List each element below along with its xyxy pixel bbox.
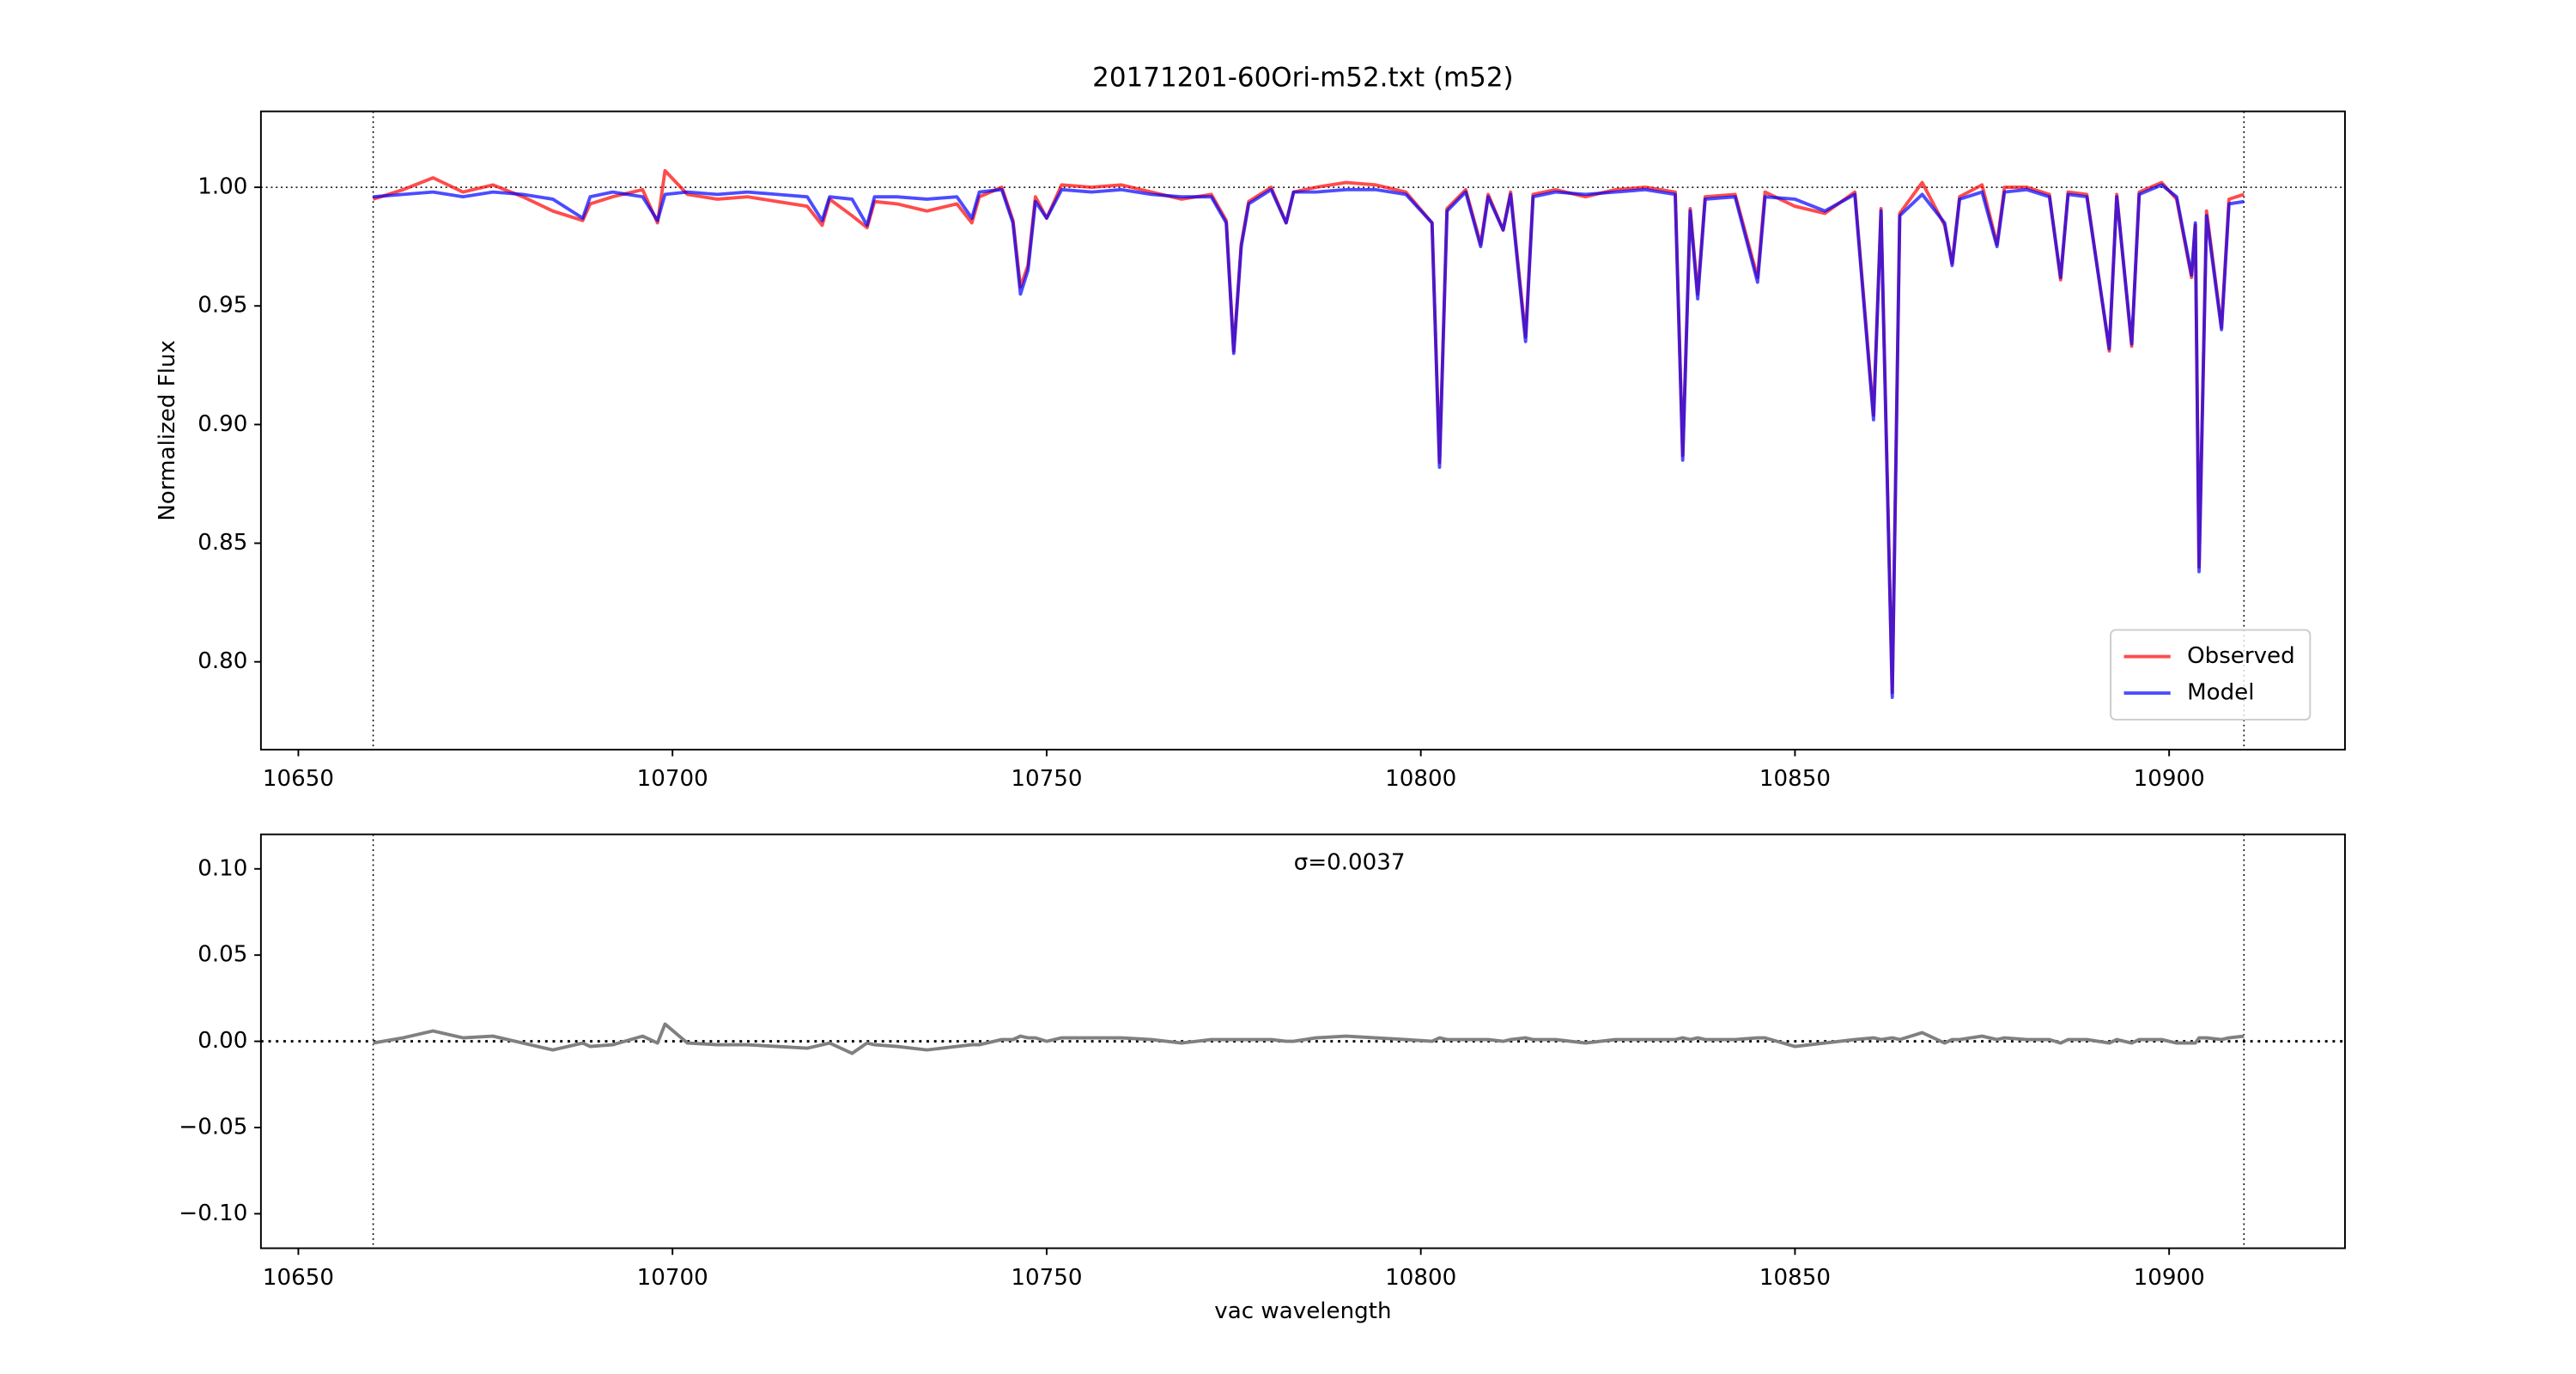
y-tick-label: 0.90 <box>197 411 247 437</box>
y-tick-label: 0.85 <box>197 530 247 556</box>
axes-frame <box>259 110 2346 751</box>
x-tick-label: 10650 <box>263 1265 334 1291</box>
data-line <box>373 1022 2245 1055</box>
y-tick-label: 0.80 <box>197 648 247 674</box>
data-line <box>373 183 2245 700</box>
x-tick-label: 10800 <box>1385 1265 1456 1291</box>
y-axis-label: Normalized Flux <box>155 340 180 521</box>
y-tick-label: −0.10 <box>179 1201 247 1226</box>
x-tick-label: 10900 <box>2134 1265 2205 1291</box>
plot-area <box>260 834 2345 1249</box>
y-tick-label: −0.05 <box>179 1114 247 1140</box>
y-tick-label: 0.05 <box>197 942 247 968</box>
legend-box <box>2110 629 2312 721</box>
y-tick-label: 0.00 <box>197 1028 247 1054</box>
legend-label: Observed <box>2187 643 2295 669</box>
x-tick-label: 10750 <box>1011 1265 1082 1291</box>
x-tick-label: 10700 <box>637 1265 708 1291</box>
x-tick-label: 10800 <box>1385 766 1456 792</box>
y-tick-label: 0.10 <box>197 855 247 881</box>
x-tick-label: 10900 <box>2134 766 2205 792</box>
legend-label: Model <box>2187 680 2254 706</box>
x-axis-label: vac wavelength <box>1214 1298 1391 1324</box>
x-tick-label: 10700 <box>637 766 708 792</box>
x-tick-label: 10750 <box>1011 766 1082 792</box>
x-tick-label: 10850 <box>1759 1265 1831 1291</box>
chart-title: 20171201-60Ori-m52.txt (m52) <box>1092 63 1513 94</box>
y-tick-label: 0.95 <box>197 293 247 319</box>
annotation: σ=0.0037 <box>1294 849 1406 875</box>
plot-area <box>260 111 2345 750</box>
x-tick-label: 10850 <box>1759 766 1831 792</box>
y-tick-label: 1.00 <box>197 174 247 200</box>
x-tick-label: 10650 <box>263 766 334 792</box>
